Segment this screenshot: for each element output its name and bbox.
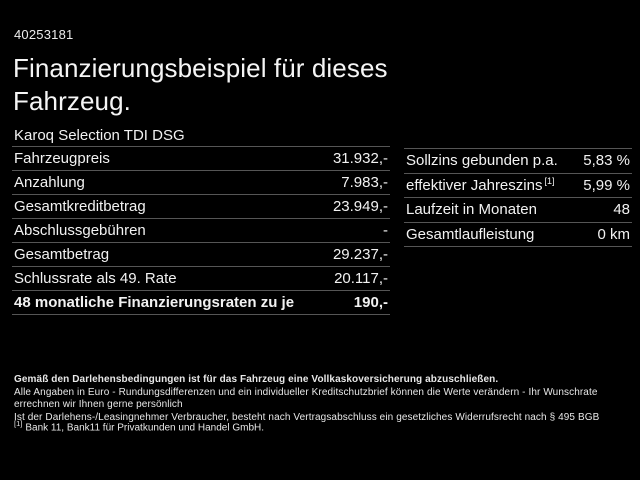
page-title: Finanzierungsbeispiel für dieses Fahrzeu… [13, 53, 388, 116]
fine-print: Gemäß den Darlehensbedingungen ist für d… [14, 374, 628, 424]
table-row-sollzins: Sollzins gebunden p.a. 5,83 % [404, 149, 632, 174]
table-row-effektiver-jahreszins: effektiver Jahreszins [1] 5,99 % [404, 174, 632, 198]
row-label: effektiver Jahreszins [406, 176, 543, 194]
conditions-table: Sollzins gebunden p.a. 5,83 % effektiver… [404, 148, 632, 247]
row-value: 7.983,- [341, 174, 388, 191]
table-row-laufzeit: Laufzeit in Monaten 48 [404, 198, 632, 223]
fine-print-line-widerruf: Ist der Darlehens-/Leasingnehmer Verbrau… [14, 411, 600, 423]
fine-print-line-insurance: Gemäß den Darlehensbedingungen ist für d… [14, 374, 499, 385]
row-value: 190,- [353, 294, 388, 311]
row-label: Fahrzeugpreis [14, 150, 110, 167]
table-row-anzahlung: Anzahlung 7.983,- [12, 171, 390, 195]
row-value: 5,99 % [583, 176, 630, 194]
table-row-schlussrate: Schlussrate als 49. Rate 20.117,- [12, 267, 390, 291]
vehicle-model-label: Karoq Selection TDI DSG [14, 126, 185, 144]
row-label: Gesamtbetrag [14, 246, 110, 263]
row-label: Gesamtlaufleistung [406, 225, 535, 243]
row-label: Sollzins gebunden p.a. [406, 152, 558, 170]
row-label: Gesamtkreditbetrag [14, 198, 146, 215]
row-label: Laufzeit in Monaten [406, 201, 537, 219]
row-label: Abschlussgebühren [14, 222, 146, 239]
vehicle-model-subtitle: Karoq Selection TDI DSG [12, 124, 390, 147]
table-row-gesamtkreditbetrag: Gesamtkreditbetrag 23.949,- [12, 195, 390, 219]
table-row-monatsrate: 48 monatliche Finanzierungsraten zu je 1… [12, 291, 390, 315]
footnote-bank: [1] Bank 11, Bank11 für Privatkunden und … [14, 419, 628, 433]
row-value: 5,83 % [583, 152, 630, 170]
row-label: 48 monatliche Finanzierungsraten zu je [14, 294, 295, 311]
vehicle-id: 40253181 [14, 27, 74, 42]
row-value: 0 km [597, 225, 630, 243]
row-value: 23.949,- [332, 198, 388, 215]
row-label: Anzahlung [14, 174, 85, 191]
table-row-abschlussgebuehren: Abschlussgebühren - [12, 219, 390, 243]
fine-print-line-euro: Alle Angaben in Euro - Rundungsdifferenz… [14, 386, 598, 411]
footnote-reference: [1] [544, 175, 555, 186]
row-value: 48 [613, 201, 630, 219]
row-value: 29.237,- [332, 246, 388, 263]
footnote-text: Bank 11, Bank11 für Privatkunden und Han… [25, 422, 265, 434]
row-value: 31.932,- [332, 150, 388, 167]
financing-table: Karoq Selection TDI DSG Fahrzeugpreis 31… [12, 124, 390, 315]
row-label: Schlussrate als 49. Rate [14, 270, 177, 287]
footnote-marker: [1] [14, 419, 23, 428]
row-value: 20.117,- [334, 270, 388, 287]
table-row-gesamtbetrag: Gesamtbetrag 29.237,- [12, 243, 390, 267]
table-row-gesamtlaufleistung: Gesamtlaufleistung 0 km [404, 223, 632, 247]
row-value: - [383, 222, 388, 239]
table-row-fahrzeugpreis: Fahrzeugpreis 31.932,- [12, 147, 390, 171]
